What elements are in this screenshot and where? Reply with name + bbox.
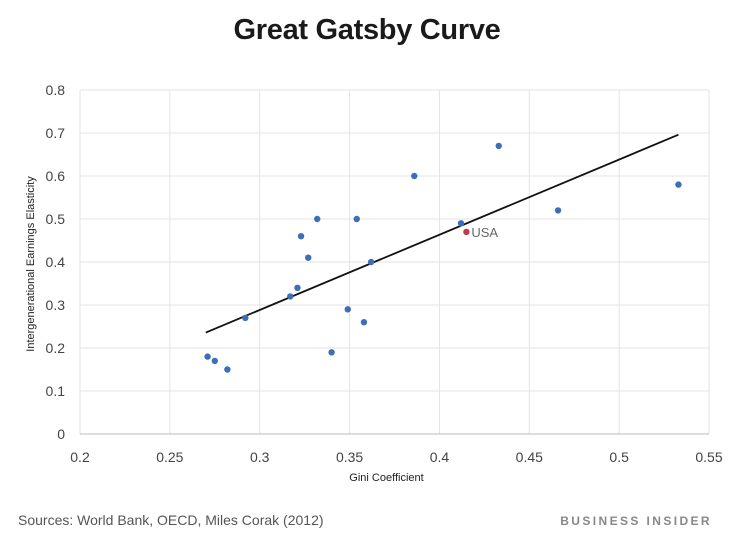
- data-point: [411, 172, 418, 180]
- x-tick-label: 0.45: [516, 449, 543, 465]
- usa-data-point: [463, 228, 470, 236]
- data-point: [457, 220, 465, 227]
- x-tick-label: 0.2: [70, 449, 90, 465]
- y-tick-label: 0.8: [46, 82, 66, 98]
- y-tick-label: 0.7: [46, 125, 66, 141]
- data-point: [328, 349, 335, 356]
- data-point: [294, 284, 301, 291]
- data-point: [287, 293, 294, 300]
- data-point: [495, 142, 502, 150]
- data-point: [360, 319, 368, 326]
- y-tick-label: 0.5: [46, 211, 66, 227]
- trend-line: [205, 133, 679, 334]
- x-tick-label: 0.25: [156, 449, 183, 465]
- x-axis-label: Gini Coefficient: [349, 472, 423, 484]
- chart-title: Great Gatsby Curve: [233, 14, 501, 46]
- data-point: [554, 207, 562, 214]
- y-tick-label: 0.4: [46, 254, 66, 270]
- data-point: [367, 258, 375, 266]
- data-point: [211, 357, 218, 365]
- y-axis-label: Intergenerational Earnings Elasticity: [25, 176, 37, 352]
- data-point: [675, 181, 682, 188]
- data-point: [204, 353, 211, 360]
- x-tick-label: 0.55: [695, 449, 722, 465]
- data-point: [344, 306, 351, 313]
- source-note: Sources: World Bank, OECD, Miles Corak (…: [18, 512, 324, 528]
- data-point: [305, 254, 312, 261]
- y-tick-label: 0.2: [46, 340, 66, 356]
- x-tick-label: 0.5: [609, 449, 629, 465]
- brand-logo: BUSINESS INSIDER: [560, 514, 712, 528]
- data-point: [224, 366, 231, 373]
- y-tick-label: 0.3: [46, 297, 66, 313]
- y-tick-label: 0: [57, 426, 65, 442]
- data-point: [353, 215, 360, 223]
- x-tick-label: 0.4: [430, 449, 450, 465]
- x-tick-label: 0.3: [250, 449, 270, 465]
- y-tick-label: 0.6: [46, 168, 66, 184]
- data-point: [314, 215, 321, 223]
- y-tick-label: 0.1: [46, 383, 66, 399]
- data-point: [297, 233, 305, 240]
- x-tick-label: 0.35: [336, 449, 363, 465]
- data-point: [242, 314, 249, 322]
- usa-label: USA: [471, 225, 498, 240]
